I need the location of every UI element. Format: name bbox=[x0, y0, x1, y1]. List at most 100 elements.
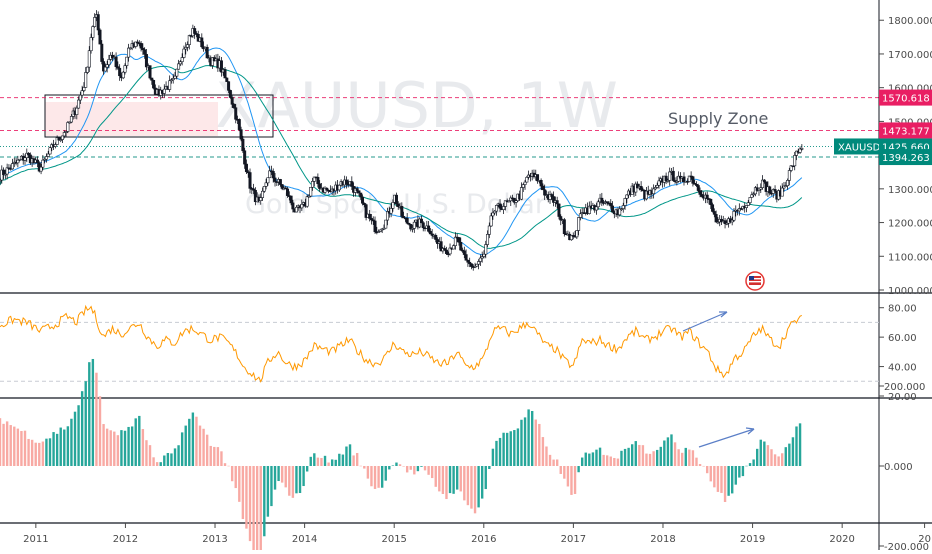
candle-body bbox=[675, 180, 679, 183]
candle-body bbox=[486, 234, 490, 245]
histogram-bar bbox=[759, 439, 762, 466]
candle-body bbox=[494, 205, 498, 212]
histogram-bar bbox=[388, 466, 391, 470]
candle-body bbox=[405, 217, 409, 224]
candle-body bbox=[284, 187, 288, 190]
histogram-bar bbox=[291, 466, 295, 498]
histogram-bar bbox=[395, 462, 398, 466]
price-tag bbox=[879, 122, 932, 139]
histogram-bar bbox=[255, 466, 259, 554]
histogram-bar bbox=[91, 358, 95, 466]
symbol-tag bbox=[834, 138, 879, 155]
histogram-bar bbox=[309, 456, 312, 466]
histogram-bar bbox=[655, 449, 659, 466]
candle-body bbox=[143, 49, 147, 55]
candle-body bbox=[464, 254, 468, 261]
candle-body bbox=[493, 210, 497, 214]
candle-body bbox=[27, 152, 31, 156]
candle-body bbox=[152, 79, 156, 89]
candle-body bbox=[448, 247, 452, 255]
histogram-bar bbox=[80, 391, 84, 466]
histogram-bar bbox=[766, 445, 770, 466]
candle-body bbox=[394, 194, 398, 205]
histogram-bar bbox=[334, 459, 337, 466]
supply-zone-label: Supply Zone bbox=[668, 109, 768, 128]
histogram-bar bbox=[409, 466, 412, 470]
candle-body bbox=[127, 47, 131, 58]
candle-body bbox=[655, 184, 659, 188]
histogram-bar bbox=[313, 453, 316, 466]
histogram-bar bbox=[455, 466, 459, 490]
candle-body bbox=[487, 225, 491, 235]
histogram-bar bbox=[148, 445, 152, 466]
histogram-bar bbox=[695, 457, 698, 466]
candle-body bbox=[800, 148, 804, 150]
candle-body bbox=[173, 75, 177, 79]
histogram-bar bbox=[102, 424, 105, 466]
candle-body bbox=[259, 197, 263, 201]
candle-body bbox=[46, 153, 50, 157]
histogram-bar bbox=[84, 381, 87, 466]
histogram-bar bbox=[420, 466, 423, 467]
candle-body bbox=[148, 65, 152, 79]
candle-body bbox=[768, 186, 772, 194]
histogram-bar bbox=[609, 456, 612, 466]
candle-body bbox=[344, 179, 348, 185]
histogram-bar bbox=[38, 442, 41, 466]
histogram-bar bbox=[298, 466, 302, 494]
candle-body bbox=[43, 158, 47, 161]
histogram-bar bbox=[59, 427, 62, 466]
histogram-bar bbox=[384, 466, 387, 481]
candle-body bbox=[773, 189, 777, 192]
candle-body bbox=[264, 182, 268, 187]
histogram-bar bbox=[616, 458, 620, 466]
candle-body bbox=[594, 206, 598, 211]
histogram-bar bbox=[588, 453, 591, 466]
candle-body bbox=[237, 119, 241, 130]
histogram-bar bbox=[723, 466, 727, 502]
candle-body bbox=[789, 165, 793, 171]
candle-body bbox=[671, 170, 675, 181]
histogram-bar bbox=[205, 434, 209, 466]
candle-body bbox=[78, 94, 82, 101]
histogram-bar bbox=[416, 466, 420, 472]
histogram-bar bbox=[341, 454, 345, 466]
price-axis-tick-label: 1800.000 bbox=[888, 16, 932, 27]
candle-body bbox=[541, 185, 545, 191]
candle-body bbox=[300, 203, 304, 209]
candle-body bbox=[759, 187, 763, 190]
histogram-bar bbox=[338, 453, 341, 466]
candle-body bbox=[609, 203, 613, 207]
histogram-bar bbox=[109, 430, 112, 466]
histogram-bar bbox=[620, 450, 623, 466]
histogram-bar bbox=[795, 426, 798, 466]
histogram-bar bbox=[9, 425, 12, 466]
candle-body bbox=[525, 177, 529, 183]
histogram-bar bbox=[756, 448, 759, 466]
candle-body bbox=[61, 135, 65, 140]
price-axis-tick-label: 1000.000 bbox=[888, 286, 932, 297]
histogram-bar bbox=[163, 455, 166, 466]
candle-body bbox=[369, 218, 373, 221]
histogram-bar bbox=[781, 453, 784, 466]
candle-body bbox=[621, 205, 625, 209]
histogram-bar bbox=[30, 439, 34, 466]
histogram-bar bbox=[27, 438, 30, 466]
histogram-bar bbox=[216, 447, 220, 466]
histogram-bar bbox=[452, 466, 455, 494]
histogram-bar bbox=[548, 454, 552, 466]
candle-body bbox=[794, 150, 798, 156]
candle-body bbox=[273, 177, 277, 182]
candle-body bbox=[384, 219, 388, 229]
us-flag-icon[interactable] bbox=[745, 271, 765, 291]
histogram-bar bbox=[245, 466, 248, 529]
candle-body bbox=[739, 208, 743, 210]
x-axis-tick-label: 2012 bbox=[113, 534, 138, 545]
candle-body bbox=[144, 54, 148, 68]
histogram-bar bbox=[591, 452, 595, 466]
histogram-bar bbox=[566, 466, 570, 487]
candle-body bbox=[732, 211, 736, 221]
candle-body bbox=[241, 138, 245, 152]
